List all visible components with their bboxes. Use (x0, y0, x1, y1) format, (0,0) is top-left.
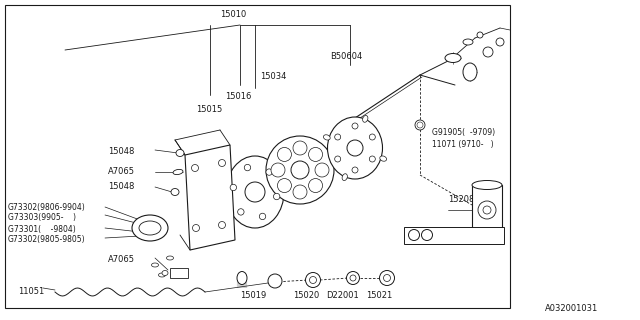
Ellipse shape (363, 116, 368, 122)
Circle shape (477, 32, 483, 38)
Circle shape (278, 179, 291, 193)
Ellipse shape (132, 215, 168, 241)
Text: 1: 1 (273, 276, 277, 285)
Circle shape (483, 206, 491, 214)
Circle shape (308, 179, 323, 193)
Circle shape (352, 123, 358, 129)
Text: 15019: 15019 (240, 291, 266, 300)
Bar (5, 5, 510, 308)
Text: 15015: 15015 (196, 105, 222, 114)
Circle shape (335, 156, 340, 162)
Ellipse shape (342, 174, 348, 180)
Text: 15208: 15208 (448, 195, 474, 204)
Text: D22001: D22001 (326, 291, 359, 300)
Circle shape (218, 221, 225, 228)
Ellipse shape (472, 180, 502, 189)
Ellipse shape (463, 63, 477, 81)
Circle shape (352, 167, 358, 173)
Circle shape (478, 201, 496, 219)
Text: G73301(    -9804): G73301( -9804) (8, 225, 76, 234)
Circle shape (408, 229, 419, 241)
Ellipse shape (266, 136, 334, 204)
Text: G91905(  -9709): G91905( -9709) (432, 128, 495, 137)
Text: G73303(9905-    ): G73303(9905- ) (8, 213, 76, 222)
Circle shape (271, 163, 285, 177)
Ellipse shape (380, 156, 387, 161)
Text: 031106000(*): 031106000(*) (435, 230, 488, 239)
Ellipse shape (226, 156, 284, 228)
Circle shape (230, 184, 237, 191)
Text: G73302(9805-9805): G73302(9805-9805) (8, 235, 86, 244)
Text: A7065: A7065 (108, 167, 135, 176)
Ellipse shape (237, 271, 247, 284)
Circle shape (268, 274, 282, 288)
Circle shape (291, 161, 309, 179)
Ellipse shape (380, 270, 394, 285)
Text: 15034: 15034 (260, 72, 286, 81)
Circle shape (259, 213, 266, 220)
Circle shape (315, 163, 329, 177)
Ellipse shape (173, 169, 183, 175)
Ellipse shape (323, 135, 330, 140)
Circle shape (422, 229, 433, 241)
Bar (170, 268, 188, 278)
Text: 15048: 15048 (108, 147, 134, 156)
Circle shape (244, 164, 251, 171)
Ellipse shape (166, 256, 173, 260)
Circle shape (335, 134, 340, 140)
Circle shape (308, 148, 323, 162)
Text: 15010: 15010 (220, 10, 246, 19)
Circle shape (266, 169, 273, 175)
Text: 15016: 15016 (225, 92, 252, 101)
Text: 11051: 11051 (18, 287, 44, 296)
Text: A7065: A7065 (108, 255, 135, 264)
Circle shape (278, 148, 291, 162)
Ellipse shape (171, 188, 179, 196)
Circle shape (369, 134, 375, 140)
Text: A032001031: A032001031 (545, 304, 598, 313)
Ellipse shape (305, 273, 321, 287)
Circle shape (191, 164, 198, 172)
Circle shape (245, 182, 265, 202)
Circle shape (347, 140, 363, 156)
Circle shape (237, 209, 244, 215)
Circle shape (417, 122, 423, 128)
Circle shape (415, 120, 425, 130)
Circle shape (293, 141, 307, 155)
Text: 15020: 15020 (293, 291, 319, 300)
Ellipse shape (176, 149, 184, 156)
Bar (404, 227, 504, 244)
Circle shape (496, 38, 504, 46)
Text: 11071 (9710-   ): 11071 (9710- ) (432, 140, 493, 149)
Text: B50604: B50604 (330, 52, 362, 61)
Bar (472, 185, 502, 235)
Ellipse shape (472, 230, 502, 239)
Circle shape (273, 193, 280, 200)
Ellipse shape (350, 275, 356, 281)
Text: 1: 1 (412, 232, 416, 238)
Text: G73302(9806-9904): G73302(9806-9904) (8, 203, 86, 212)
Circle shape (483, 47, 493, 57)
Text: 15048: 15048 (108, 182, 134, 191)
Ellipse shape (139, 221, 161, 235)
Ellipse shape (152, 263, 159, 267)
Ellipse shape (383, 275, 390, 282)
Ellipse shape (463, 39, 473, 45)
Text: W: W (424, 233, 430, 237)
Ellipse shape (328, 117, 383, 179)
Ellipse shape (445, 53, 461, 62)
Ellipse shape (159, 273, 166, 277)
Circle shape (293, 185, 307, 199)
Ellipse shape (346, 271, 360, 284)
Text: 15021: 15021 (366, 291, 392, 300)
Circle shape (218, 159, 225, 166)
Circle shape (193, 225, 200, 231)
Ellipse shape (310, 276, 317, 284)
Polygon shape (185, 145, 235, 250)
Ellipse shape (162, 270, 168, 276)
Circle shape (369, 156, 375, 162)
